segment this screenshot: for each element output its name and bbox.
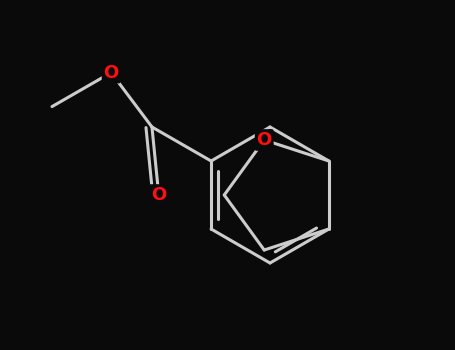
Text: O: O <box>104 64 119 82</box>
Text: O: O <box>151 186 167 204</box>
Text: O: O <box>257 131 272 149</box>
